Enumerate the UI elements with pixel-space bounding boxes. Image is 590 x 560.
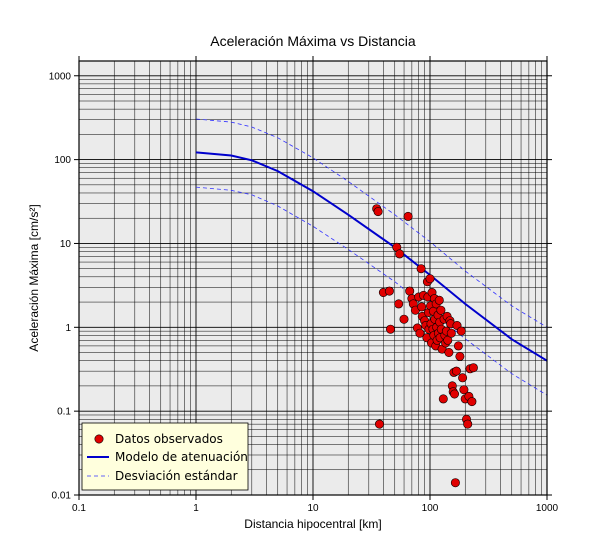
- model-line: [195, 151, 548, 362]
- data-point: [451, 366, 461, 376]
- x-tick-label: 10: [307, 503, 319, 514]
- data-point: [456, 326, 466, 336]
- y-tick-label: 1000: [49, 71, 72, 82]
- x-tick-label: 100: [422, 503, 439, 514]
- data-point: [405, 286, 415, 296]
- data-point: [395, 249, 405, 259]
- data-point: [455, 351, 465, 361]
- std-lower-line: [195, 186, 548, 396]
- data-point: [385, 324, 395, 334]
- y-tick-label: 0.1: [57, 407, 71, 418]
- y-tick-label: 0.01: [52, 491, 72, 502]
- series-lines: [195, 118, 548, 396]
- y-axis-label: Aceleración Máxima [cm/s²]: [27, 204, 41, 351]
- grid: [78, 61, 547, 496]
- data-point: [453, 341, 463, 351]
- legend: Datos observados Modelo de atenuación De…: [81, 422, 249, 491]
- data-point: [443, 335, 453, 345]
- data-point: [438, 394, 448, 404]
- std-upper-line: [195, 118, 548, 328]
- data-point: [444, 347, 454, 357]
- data-point: [434, 295, 444, 305]
- data-point: [384, 286, 394, 296]
- data-points: [372, 204, 478, 488]
- data-point: [450, 478, 460, 488]
- legend-label-std: Desviación estándar: [115, 469, 238, 483]
- data-point: [399, 314, 409, 324]
- legend-label-observed: Datos observados: [115, 432, 223, 446]
- y-tick-label: 1: [65, 323, 71, 334]
- data-point: [373, 207, 383, 217]
- data-point: [416, 264, 426, 274]
- x-tick-label: 0.1: [72, 503, 86, 514]
- y-tick-label: 100: [54, 155, 71, 166]
- data-point: [417, 302, 427, 312]
- data-point: [458, 373, 468, 383]
- chart-title: Aceleración Máxima vs Distancia: [210, 33, 416, 49]
- data-point: [468, 363, 478, 373]
- data-point: [415, 328, 425, 338]
- data-point: [403, 211, 413, 221]
- data-point: [374, 419, 384, 429]
- legend-marker-observed: [94, 434, 104, 444]
- x-tick-label: 1: [193, 503, 199, 514]
- data-point: [425, 274, 435, 284]
- data-point: [436, 305, 446, 315]
- legend-box: [81, 422, 249, 491]
- data-point: [467, 397, 477, 407]
- legend-label-model: Modelo de atenuación: [115, 450, 248, 464]
- data-point: [449, 389, 459, 399]
- x-axis-label: Distancia hipocentral [km]: [244, 517, 381, 531]
- data-point: [463, 419, 473, 429]
- data-point: [394, 299, 404, 309]
- data-point: [446, 328, 456, 338]
- y-tick-label: 10: [60, 239, 72, 250]
- x-tick-label: 1000: [536, 503, 559, 514]
- data-point: [459, 385, 469, 395]
